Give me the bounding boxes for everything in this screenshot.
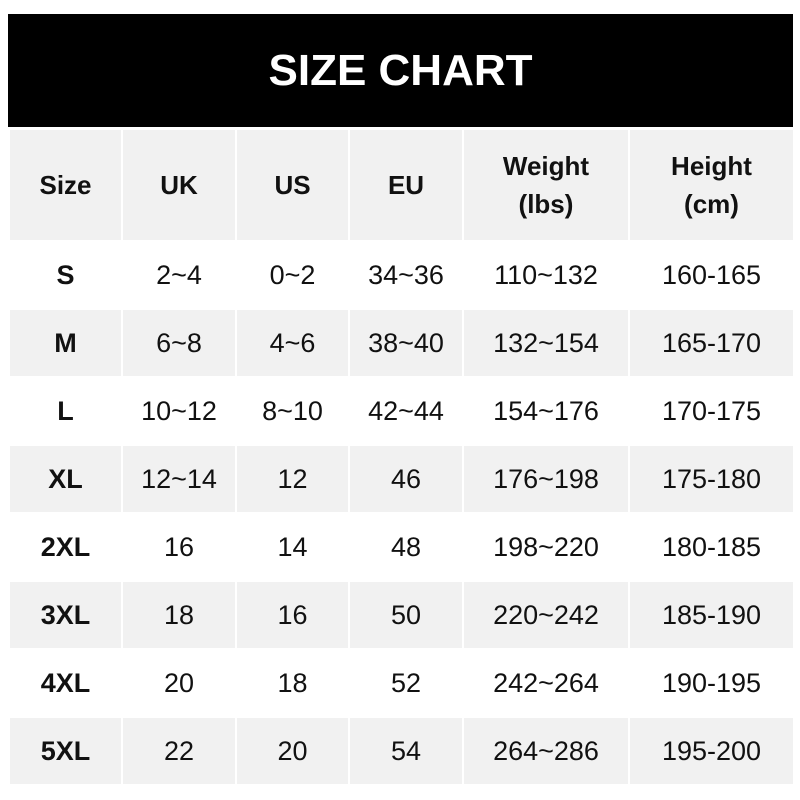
size-cell: 3XL: [8, 580, 123, 650]
column-header: Weight (lbs): [462, 128, 630, 242]
table-cell: 160-165: [628, 240, 795, 310]
table-cell: 2~4: [121, 240, 237, 310]
table-row: XL 12~14 12 46 176~198 175-180: [8, 444, 795, 514]
table-cell: 154~176: [462, 376, 630, 446]
header-row: Size UK US EU Weight (lbs) Height (cm): [8, 128, 795, 242]
table-cell: 46: [348, 444, 464, 514]
table-cell: 195-200: [628, 716, 795, 786]
table-cell: 50: [348, 580, 464, 650]
table-cell: 242~264: [462, 648, 630, 718]
column-header: Height (cm): [628, 128, 795, 242]
size-cell: L: [8, 376, 123, 446]
table-cell: 190-195: [628, 648, 795, 718]
size-cell: 4XL: [8, 648, 123, 718]
table-cell: 14: [235, 512, 350, 582]
table-cell: 110~132: [462, 240, 630, 310]
table-cell: 38~40: [348, 308, 464, 378]
table-cell: 198~220: [462, 512, 630, 582]
table-cell: 220~242: [462, 580, 630, 650]
table-row: 5XL 22 20 54 264~286 195-200: [8, 716, 795, 786]
table-cell: 132~154: [462, 308, 630, 378]
table-cell: 180-185: [628, 512, 795, 582]
table-cell: 264~286: [462, 716, 630, 786]
table-cell: 175-180: [628, 444, 795, 514]
table-row: 2XL 16 14 48 198~220 180-185: [8, 512, 795, 582]
table-row: 3XL 18 16 50 220~242 185-190: [8, 580, 795, 650]
table-row: M 6~8 4~6 38~40 132~154 165-170: [8, 308, 795, 378]
table-cell: 20: [121, 648, 237, 718]
table-cell: 52: [348, 648, 464, 718]
column-header: US: [235, 128, 350, 242]
table-cell: 12: [235, 444, 350, 514]
size-cell: S: [8, 240, 123, 310]
table-cell: 42~44: [348, 376, 464, 446]
table-cell: 22: [121, 716, 237, 786]
table-cell: 165-170: [628, 308, 795, 378]
chart-title: SIZE CHART: [8, 14, 793, 127]
table-cell: 4~6: [235, 308, 350, 378]
size-cell: M: [8, 308, 123, 378]
table-cell: 34~36: [348, 240, 464, 310]
column-header: UK: [121, 128, 237, 242]
size-table: Size UK US EU Weight (lbs) Height (cm) S 2~4 0~…: [8, 128, 795, 786]
size-cell: 5XL: [8, 716, 123, 786]
column-header: Size: [8, 128, 123, 242]
table-row: S 2~4 0~2 34~36 110~132 160-165: [8, 240, 795, 310]
table-row: 4XL 20 18 52 242~264 190-195: [8, 648, 795, 718]
table-cell: 185-190: [628, 580, 795, 650]
table-cell: 0~2: [235, 240, 350, 310]
table-cell: 6~8: [121, 308, 237, 378]
column-header: EU: [348, 128, 464, 242]
table-cell: 18: [121, 580, 237, 650]
table-cell: 48: [348, 512, 464, 582]
table-cell: 16: [235, 580, 350, 650]
table-row: L 10~12 8~10 42~44 154~176 170-175: [8, 376, 795, 446]
table-cell: 12~14: [121, 444, 237, 514]
table-cell: 170-175: [628, 376, 795, 446]
table-cell: 8~10: [235, 376, 350, 446]
table-cell: 16: [121, 512, 237, 582]
size-cell: XL: [8, 444, 123, 514]
table-cell: 20: [235, 716, 350, 786]
table-cell: 54: [348, 716, 464, 786]
table-cell: 176~198: [462, 444, 630, 514]
size-cell: 2XL: [8, 512, 123, 582]
table-cell: 10~12: [121, 376, 237, 446]
table-cell: 18: [235, 648, 350, 718]
